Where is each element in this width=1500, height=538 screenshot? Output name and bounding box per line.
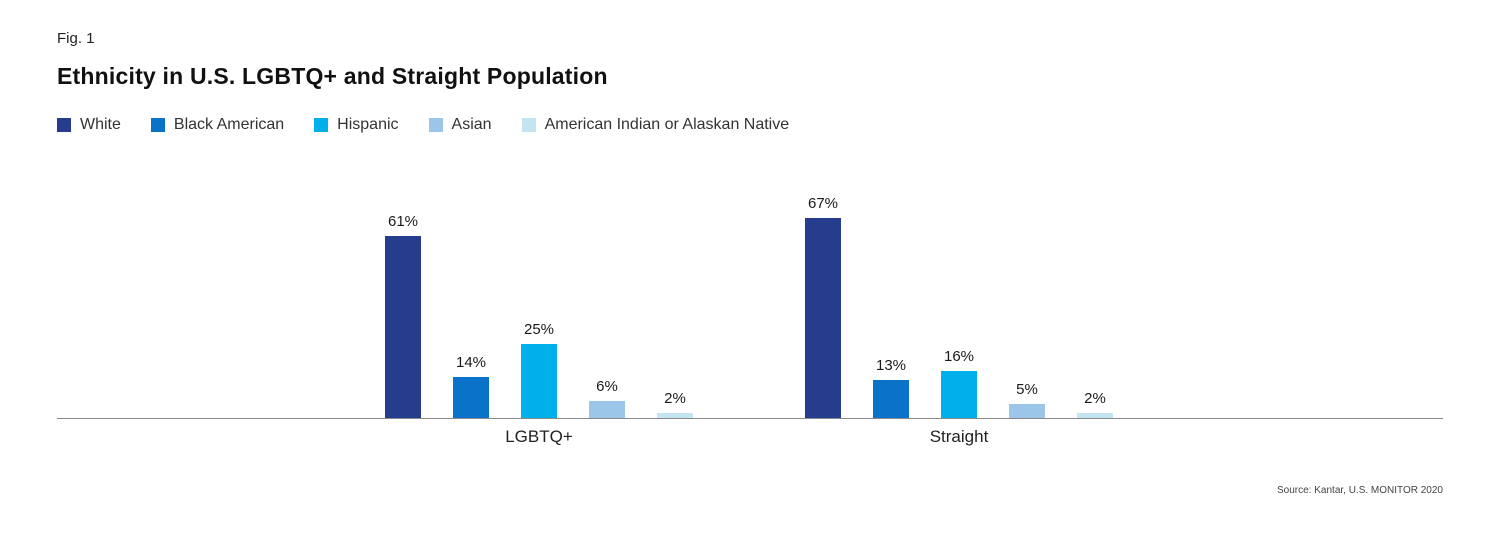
bar-cell-american-indian-or-alaskan-native-straight: 2% bbox=[1077, 184, 1113, 419]
category-label-lgbtq+: LGBTQ+ bbox=[505, 427, 573, 446]
bar-cell-white-lgbtq+: 61% bbox=[385, 184, 421, 419]
bar-american-indian-or-alaskan-native-straight bbox=[1077, 413, 1113, 419]
bar-cell-asian-lgbtq+: 6% bbox=[589, 184, 625, 419]
bar-cell-black-american-straight: 13% bbox=[873, 184, 909, 419]
bar-cell-black-american-lgbtq+: 14% bbox=[453, 184, 489, 419]
bar-value-hispanic-lgbtq+: 25% bbox=[523, 321, 555, 338]
bar-value-hispanic-straight: 16% bbox=[943, 348, 975, 365]
bar-value-white-lgbtq+: 61% bbox=[387, 213, 419, 230]
bar-group-lgbtq+: 61% 14% 25% 6% 2% bbox=[385, 184, 693, 419]
legend-item-black-american: Black American bbox=[150, 116, 285, 134]
legend-label-white: White bbox=[80, 116, 121, 133]
legend: White Black American Hispanic Asian American… bbox=[57, 116, 1443, 134]
source-note: Source: Kantar, U.S. MONITOR 2020 bbox=[1277, 485, 1443, 496]
bar-cell-asian-straight: 5% bbox=[1009, 184, 1045, 419]
chart-title: Ethnicity in U.S. LGBTQ+ and Straight Po… bbox=[57, 63, 608, 89]
legend-swatch-white bbox=[57, 118, 71, 132]
legend-item-hispanic: Hispanic bbox=[314, 116, 399, 134]
legend-swatch-asian bbox=[428, 118, 443, 132]
bar-value-american-indian-or-alaskan-native-lgbtq+: 2% bbox=[664, 390, 686, 407]
legend-label-hispanic: Hispanic bbox=[337, 116, 399, 133]
chart-plot-area: 61% 14% 25% 6% 2% 67% 13% 16% 5% 2% bbox=[57, 184, 1443, 419]
legend-label-asian: Asian bbox=[451, 116, 492, 133]
bar-value-black-american-straight: 13% bbox=[875, 357, 907, 374]
bar-cell-american-indian-or-alaskan-native-lgbtq+: 2% bbox=[657, 184, 693, 419]
bar-value-black-american-lgbtq+: 14% bbox=[455, 354, 487, 371]
category-labels: LGBTQ+ Straight bbox=[57, 419, 1443, 449]
legend-swatch-hispanic bbox=[314, 118, 329, 132]
bar-american-indian-or-alaskan-native-lgbtq+ bbox=[657, 413, 693, 419]
bar-hispanic-lgbtq+ bbox=[521, 344, 557, 419]
bar-black-american-lgbtq+ bbox=[453, 377, 489, 419]
bar-cell-hispanic-lgbtq+: 25% bbox=[521, 184, 557, 419]
bar-groups: 61% 14% 25% 6% 2% 67% 13% 16% 5% 2% bbox=[57, 184, 1113, 419]
bar-asian-straight bbox=[1009, 404, 1045, 419]
bar-cell-hispanic-straight: 16% bbox=[941, 184, 977, 419]
legend-label-american-indian-or-alaskan-native: American Indian or Alaskan Native bbox=[544, 116, 790, 133]
category-label-straight: Straight bbox=[929, 427, 989, 446]
legend-swatch-american-indian-or-alaskan-native bbox=[521, 118, 536, 132]
bar-asian-lgbtq+ bbox=[589, 401, 625, 419]
legend-item-white: White bbox=[57, 116, 121, 134]
bar-cell-white-straight: 67% bbox=[805, 184, 841, 419]
bar-black-american-straight bbox=[873, 380, 909, 419]
figure-number: Fig. 1 bbox=[57, 30, 95, 47]
bar-white-lgbtq+ bbox=[385, 236, 421, 419]
legend-label-black-american: Black American bbox=[173, 116, 285, 133]
bar-white-straight bbox=[805, 218, 841, 419]
bar-group-straight: 67% 13% 16% 5% 2% bbox=[805, 184, 1113, 419]
legend-item-asian: Asian bbox=[428, 116, 492, 134]
legend-swatch-black-american bbox=[150, 118, 165, 132]
bar-value-asian-lgbtq+: 6% bbox=[596, 378, 618, 395]
bar-hispanic-straight bbox=[941, 371, 977, 419]
legend-item-american-indian-or-alaskan-native: American Indian or Alaskan Native bbox=[521, 116, 790, 134]
bar-value-asian-straight: 5% bbox=[1016, 381, 1038, 398]
x-axis-line bbox=[57, 418, 1443, 419]
bar-value-white-straight: 67% bbox=[807, 195, 839, 212]
bar-value-american-indian-or-alaskan-native-straight: 2% bbox=[1084, 390, 1106, 407]
